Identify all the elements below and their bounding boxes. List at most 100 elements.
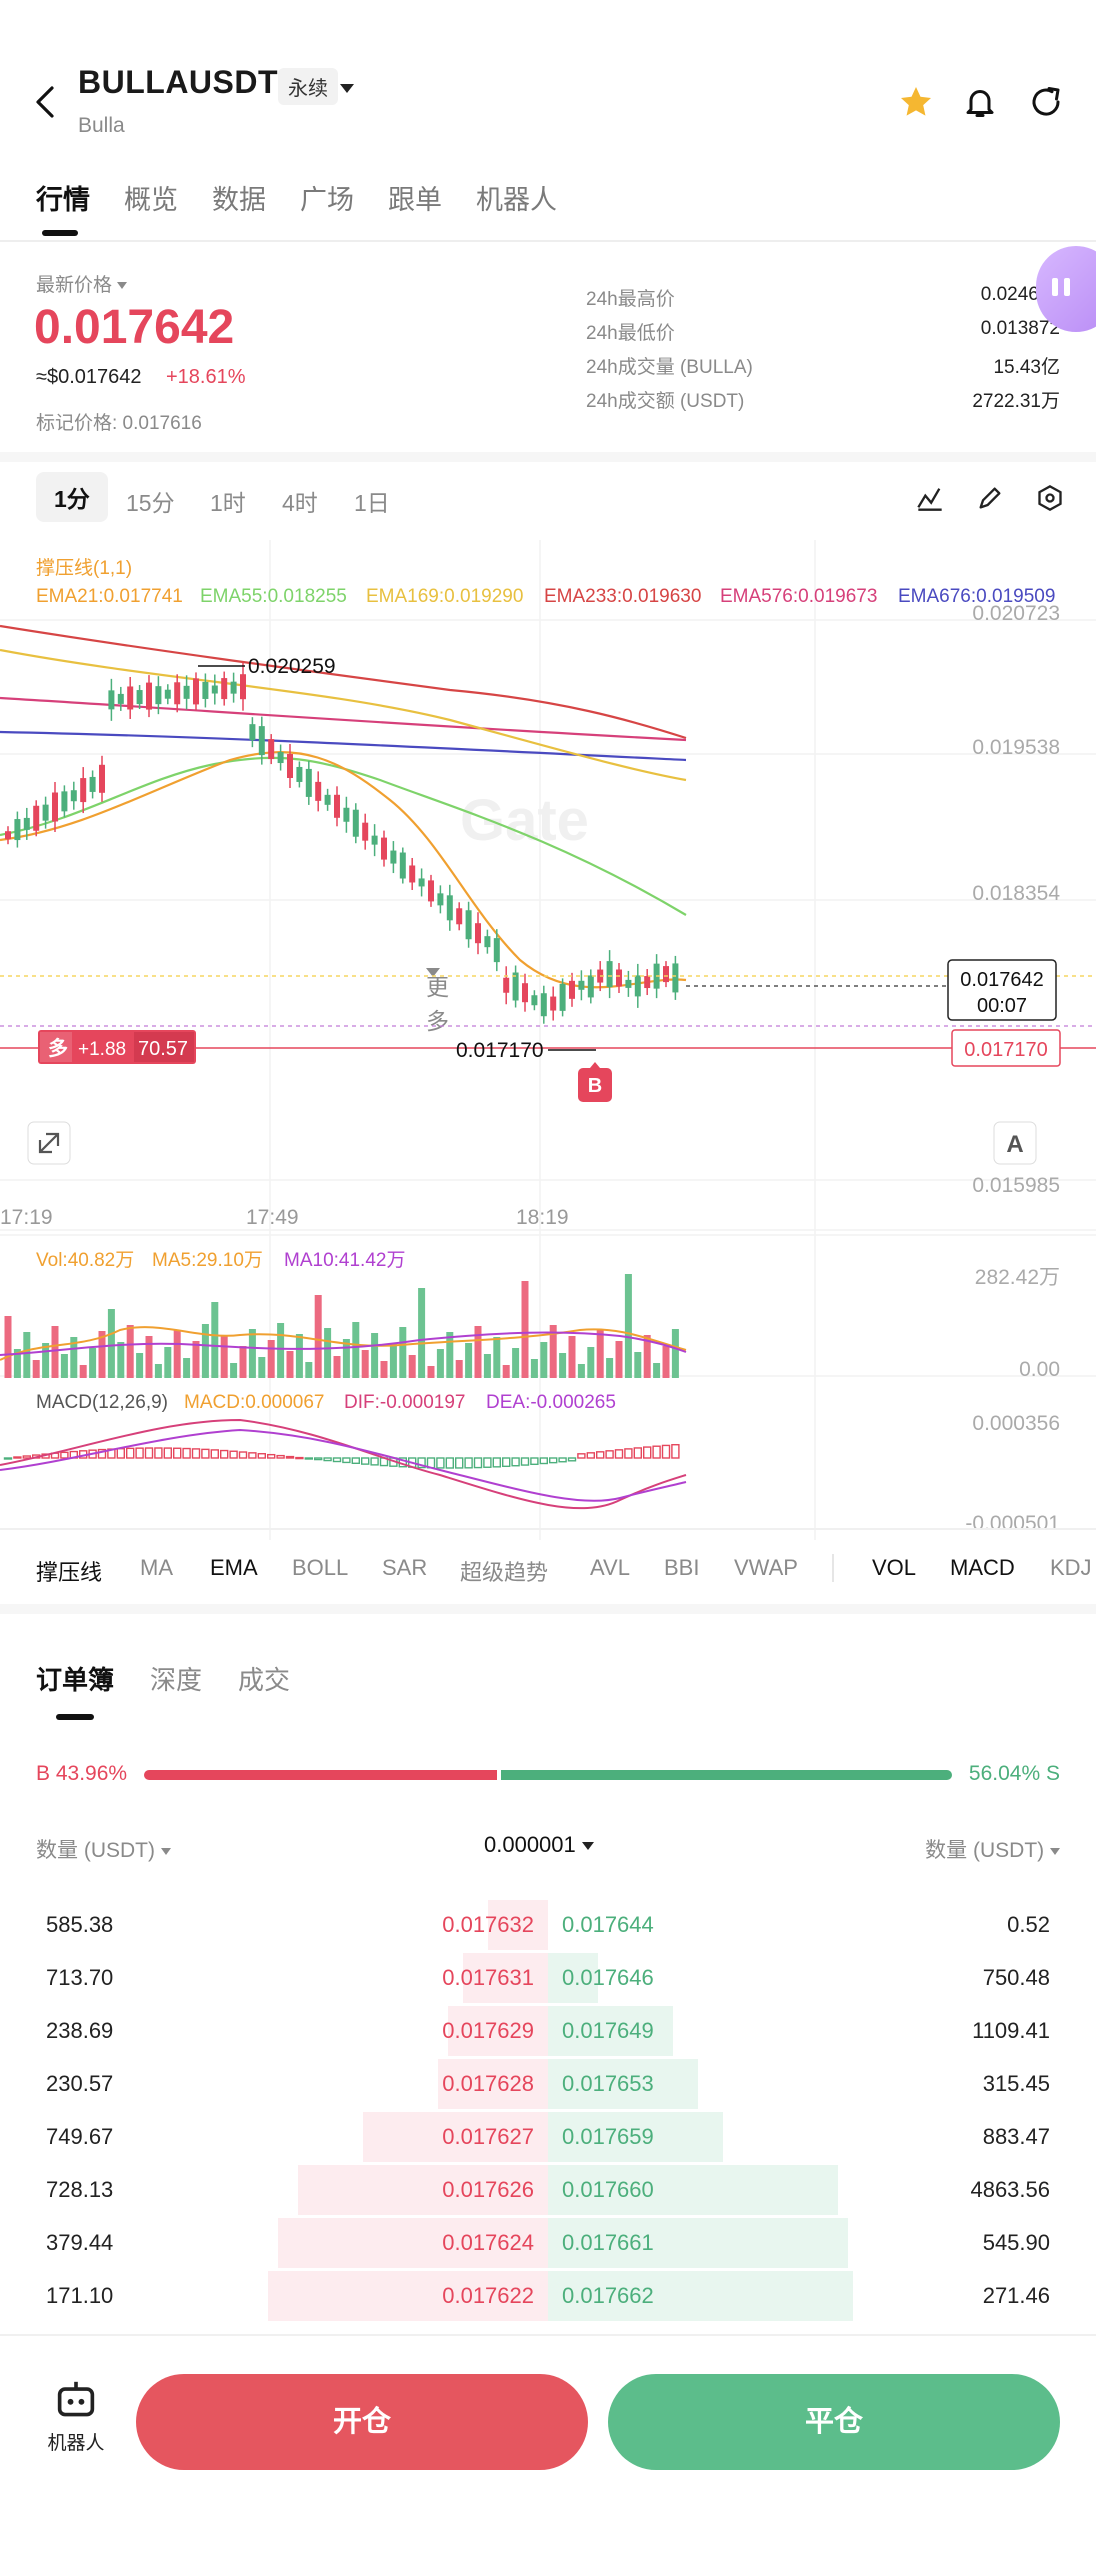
macd-axis-bottom: -0.000501 [965, 1512, 1060, 1535]
contract-type-badge[interactable]: 永续 [278, 68, 338, 105]
col-right-header[interactable]: 数量 (USDT) [925, 1834, 1060, 1864]
tab-trades[interactable]: 成交 [238, 1665, 291, 1695]
bid-depth-bar [363, 2112, 548, 2162]
candle-body [108, 690, 115, 710]
ind-tab-ma[interactable]: MA [140, 1555, 173, 1580]
auto-scale-button[interactable]: A [993, 1121, 1037, 1165]
tab-square[interactable]: 广场 [300, 185, 354, 215]
tab-data[interactable]: 数据 [212, 185, 266, 215]
candle-body [193, 678, 199, 705]
ind-tab-boll[interactable]: BOLL [292, 1555, 349, 1580]
robot-button[interactable]: 机器人 [36, 2380, 116, 2460]
ind-tab-sar[interactable]: SAR [382, 1555, 428, 1580]
ask-depth-bar [548, 2112, 723, 2162]
ind-tab-macd[interactable]: MACD [950, 1555, 1015, 1580]
ema576-line [0, 696, 687, 742]
volume-bar [559, 1353, 567, 1378]
sell-ratio-fill [501, 1770, 952, 1780]
volume-label: Vol:40.82万 [36, 1250, 134, 1271]
macd-bar [652, 1445, 661, 1459]
volume-bar [277, 1323, 285, 1378]
orderbook-row[interactable]: 171.10 0.017622 0.017662 271.46 [0, 2269, 1096, 2322]
orderbook-row[interactable]: 713.70 0.017631 0.017646 750.48 [0, 1951, 1096, 2004]
precision-select[interactable]: 0.000001 [484, 1832, 594, 1858]
ma5-label: MA5:29.10万 [152, 1250, 263, 1271]
ask-price: 0.017646 [562, 1965, 654, 1990]
ind-tab-vwap[interactable]: VWAP [734, 1555, 798, 1580]
volume-bar [399, 1327, 407, 1378]
bid-depth-bar [463, 1953, 548, 2003]
macd-bar [332, 1457, 342, 1463]
stat-low-label: 24h最低价 [586, 323, 675, 344]
orderbook-row[interactable]: 379.44 0.017624 0.017661 545.90 [0, 2216, 1096, 2269]
open-position-button[interactable]: 开仓 [136, 2374, 588, 2470]
floating-chat-bubble[interactable] [1036, 246, 1096, 332]
orderbook-row[interactable]: 749.67 0.017627 0.017659 883.47 [0, 2110, 1096, 2163]
macd-bar [558, 1457, 567, 1463]
share-icon[interactable] [1028, 84, 1064, 125]
chevron-down-icon[interactable] [340, 80, 354, 98]
tab-depth[interactable]: 深度 [150, 1665, 203, 1695]
star-icon[interactable] [898, 84, 934, 125]
volume-bar [239, 1346, 247, 1378]
ema-legend-item: EMA676:0.019509 [898, 586, 1055, 607]
tab-overview[interactable]: 概览 [124, 185, 178, 215]
price-axis-tick: 0.015985 [972, 1174, 1060, 1197]
ind-tab-bbi[interactable]: BBI [664, 1555, 700, 1580]
ind-tab-avl[interactable]: AVL [590, 1555, 630, 1580]
candle-body [146, 682, 152, 710]
settings-hex-icon[interactable] [1036, 484, 1064, 517]
ema676-line [0, 730, 687, 762]
candle-body [550, 996, 557, 1011]
tab-robot[interactable]: 机器人 [476, 185, 557, 215]
close-position-button[interactable]: 平仓 [608, 2374, 1060, 2470]
orderbook-row[interactable]: 230.57 0.017628 0.017653 315.45 [0, 2057, 1096, 2110]
indicator-title: 撑压线(1,1) [36, 557, 132, 579]
tab-market[interactable]: 行情 [36, 185, 90, 215]
chevron-down-icon [581, 1842, 594, 1851]
time-axis-tick: 17:19 [0, 1206, 53, 1229]
back-arrow-icon[interactable] [30, 82, 60, 122]
macd-bar [436, 1457, 445, 1469]
draw-pen-icon[interactable] [976, 484, 1004, 517]
section-divider [0, 1604, 1096, 1614]
volume-bar [380, 1361, 388, 1378]
kline-chart[interactable]: Gate 撑压线(1,1) EMA21:0.017741 EMA55:0.0182… [0, 540, 1096, 1540]
last-price-label[interactable]: 最新价格 [36, 270, 128, 297]
position-tag[interactable]: 多 +1.88 70.57 [38, 1030, 196, 1064]
candle-body [418, 878, 425, 887]
orderbook-row[interactable]: 238.69 0.017629 0.017649 1109.41 [0, 2004, 1096, 2057]
bell-icon[interactable] [962, 84, 998, 125]
macd-dif: DIF:-0.000197 [344, 1392, 465, 1413]
ind-tab-support[interactable]: 撑压线 [36, 1560, 103, 1585]
ind-tab-ema[interactable]: EMA [210, 1555, 258, 1580]
ind-tab-kdj[interactable]: KDJ [1050, 1555, 1092, 1580]
candle-body [324, 794, 331, 805]
expand-icon[interactable] [27, 1121, 71, 1165]
tab-orderbook[interactable]: 订单簿 [36, 1665, 115, 1695]
timeframe-4h[interactable]: 4时 [282, 490, 318, 516]
tab-copytrade[interactable]: 跟单 [388, 185, 442, 215]
pause-icon-bar [1064, 278, 1070, 296]
indicator-icon[interactable] [916, 484, 944, 517]
timeframe-1d[interactable]: 1日 [354, 490, 390, 516]
ema-legend: EMA21:0.017741 EMA55:0.018255 EMA169:0.019… [36, 586, 1055, 607]
candle-body [296, 766, 303, 782]
col-left-header[interactable]: 数量 (USDT) [36, 1834, 171, 1864]
volume-bar [192, 1341, 200, 1378]
orderbook-row[interactable]: 728.13 0.017626 0.017660 4863.56 [0, 2163, 1096, 2216]
timeframe-1h[interactable]: 1时 [210, 490, 246, 516]
volume-bar [530, 1359, 538, 1378]
bid-price: 0.017632 [442, 1912, 534, 1937]
ind-tab-vol[interactable]: VOL [872, 1555, 917, 1580]
orderbook-row[interactable]: 585.38 0.017632 0.017644 0.52 [0, 1898, 1096, 1951]
ind-tab-supertrend[interactable]: 超级趋势 [460, 1560, 549, 1585]
candle-body [531, 995, 538, 1006]
symbol-title[interactable]: BULLAUSDT [78, 64, 279, 100]
timeframe-15m[interactable]: 15分 [126, 490, 175, 516]
svg-text:A: A [1006, 1131, 1023, 1158]
volume-bar [446, 1332, 454, 1378]
candle-body [211, 685, 218, 694]
timeframe-1m[interactable]: 1分 [36, 472, 108, 522]
macd-bar [370, 1457, 379, 1466]
